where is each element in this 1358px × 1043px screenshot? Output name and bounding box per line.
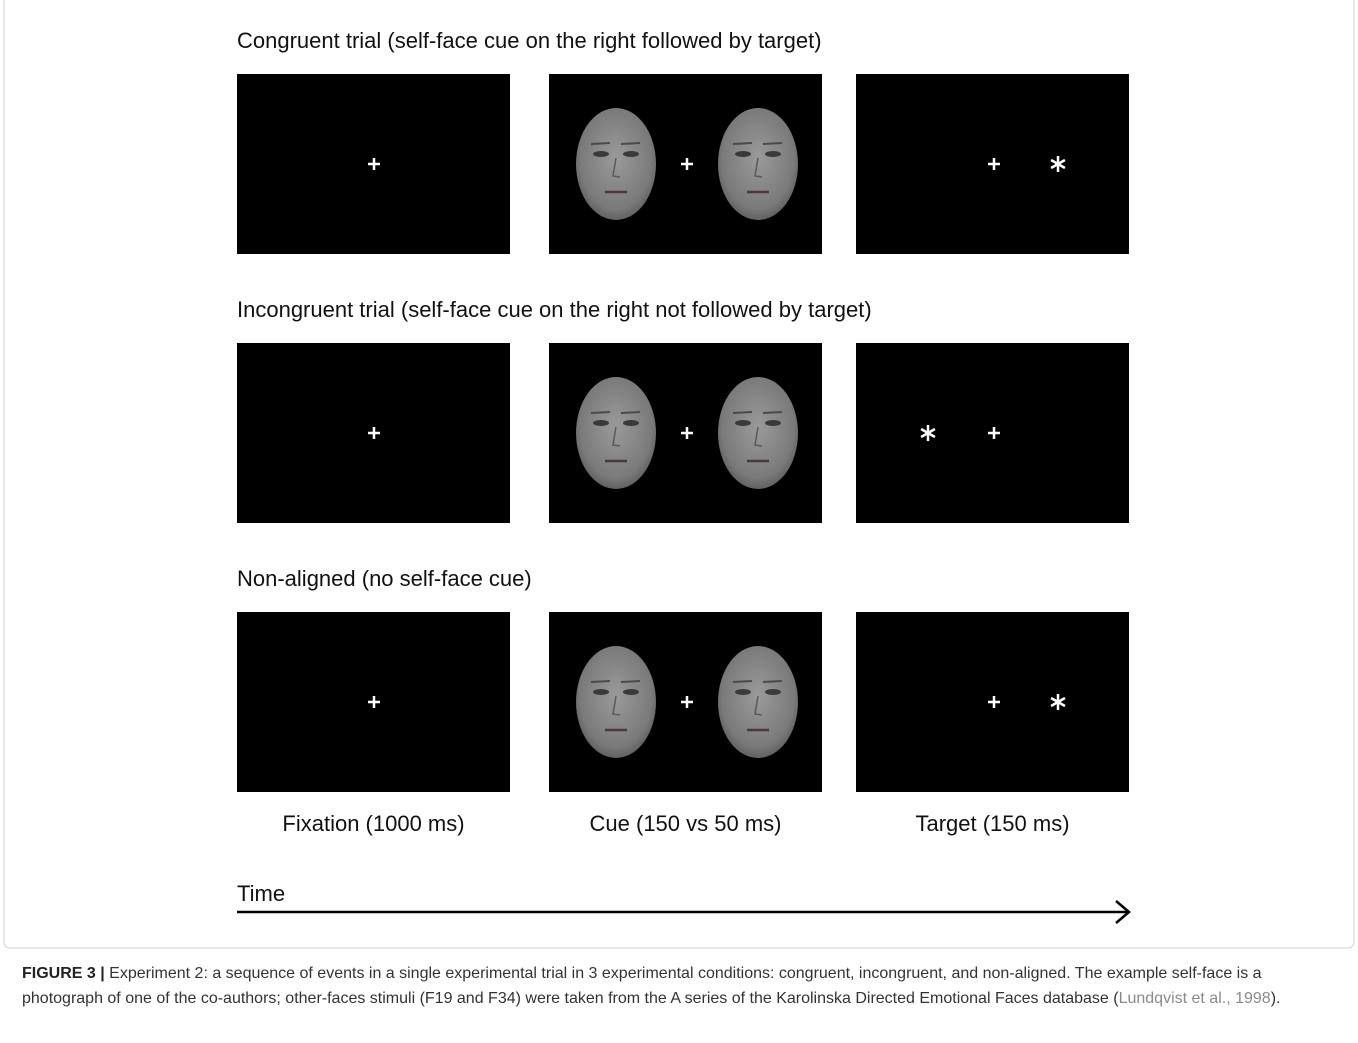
face-brow bbox=[763, 681, 782, 682]
face-brow bbox=[591, 681, 610, 682]
caption-label: FIGURE 3 | bbox=[22, 965, 105, 982]
phase-label: Cue (150 vs 50 ms) bbox=[590, 811, 782, 836]
face-eye bbox=[623, 689, 639, 695]
face-brow bbox=[591, 143, 610, 144]
face-eye bbox=[623, 420, 639, 426]
face-eye bbox=[735, 420, 751, 426]
phase-label: Fixation (1000 ms) bbox=[282, 811, 464, 836]
face-eye bbox=[765, 689, 781, 695]
caption-close: ). bbox=[1271, 990, 1281, 1007]
face-brow bbox=[733, 681, 752, 682]
face-brow bbox=[763, 412, 782, 413]
page: Congruent trial (self-face cue on the ri… bbox=[0, 0, 1358, 1043]
caption: FIGURE 3 | Experiment 2: a sequence of e… bbox=[22, 962, 1322, 1011]
face bbox=[576, 108, 656, 220]
row-title: Congruent trial (self-face cue on the ri… bbox=[237, 28, 822, 53]
panels: Congruent trial (self-face cue on the ri… bbox=[237, 28, 1129, 836]
face-eye bbox=[765, 420, 781, 426]
face-eye bbox=[735, 689, 751, 695]
time-label: Time bbox=[237, 881, 285, 906]
face bbox=[576, 377, 656, 489]
face bbox=[576, 646, 656, 758]
phase-label: Target (150 ms) bbox=[915, 811, 1069, 836]
row-title: Non-aligned (no self-face cue) bbox=[237, 566, 532, 591]
face-eye bbox=[623, 151, 639, 157]
face-brow bbox=[621, 681, 640, 682]
face-brow bbox=[763, 143, 782, 144]
face-brow bbox=[733, 143, 752, 144]
face-eye bbox=[735, 151, 751, 157]
face-brow bbox=[591, 412, 610, 413]
face bbox=[718, 646, 798, 758]
face-brow bbox=[733, 412, 752, 413]
caption-citation[interactable]: Lundqvist et al., 1998 bbox=[1119, 990, 1271, 1007]
face-eye bbox=[593, 689, 609, 695]
face bbox=[718, 377, 798, 489]
face-eye bbox=[593, 420, 609, 426]
face-eye bbox=[765, 151, 781, 157]
face-eye bbox=[593, 151, 609, 157]
figure: Congruent trial (self-face cue on the ri… bbox=[0, 0, 1358, 1043]
caption-text: Experiment 2: a sequence of events in a … bbox=[22, 965, 1262, 1007]
face-brow bbox=[621, 143, 640, 144]
row-title: Incongruent trial (self-face cue on the … bbox=[237, 297, 872, 322]
face bbox=[718, 108, 798, 220]
face-brow bbox=[621, 412, 640, 413]
